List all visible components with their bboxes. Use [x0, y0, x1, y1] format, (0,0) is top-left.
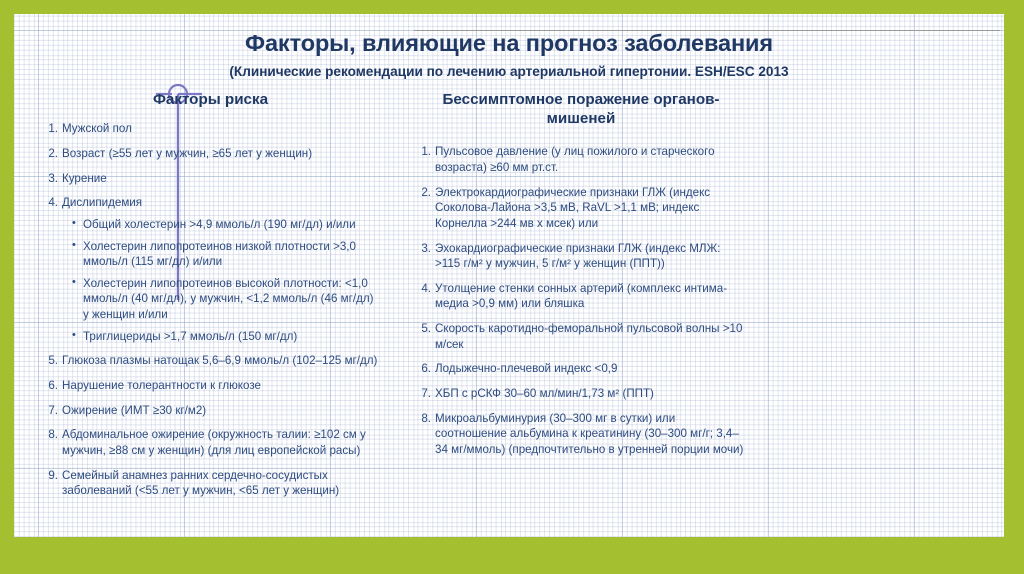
- list-item-text: Лодыжечно-плечевой индекс <0,9: [435, 362, 618, 376]
- list-item: Мужской пол: [42, 121, 379, 137]
- list-item-text: ХБП с рСКФ 30–60 мл/мин/1,73 м² (ППТ): [435, 387, 654, 401]
- target-organ-damage-list: Пульсовое давление (у лиц пожилого и ста…: [415, 144, 747, 457]
- list-item-text: Эхокардиографические признаки ГЛЖ (индек…: [435, 241, 721, 271]
- page-title: Факторы, влияющие на прогноз заболевания: [245, 30, 773, 56]
- list-item-text: Электрокардиографические признаки ГЛЖ (и…: [435, 185, 711, 230]
- risk-factors-list: Мужской пол Возраст (≥55 лет у мужчин, ≥…: [42, 121, 379, 499]
- list-item-text: Нарушение толерантности к глюкозе: [62, 379, 261, 393]
- list-item: Скорость каротидно-феморальной пульсовой…: [415, 321, 747, 352]
- list-item: Пульсовое давление (у лиц пожилого и ста…: [415, 144, 747, 175]
- sub-list-item: Триглицериды >1,7 ммоль/л (150 мг/дл): [72, 328, 379, 345]
- list-item-text: Пульсовое давление (у лиц пожилого и ста…: [435, 145, 715, 174]
- sub-list-item-text: Холестерин липопротеинов низкой плотност…: [83, 239, 356, 269]
- column-heading-risk-factors: Факторы риска: [152, 91, 269, 109]
- list-item: Курение: [42, 171, 379, 187]
- list-item-text: Микроальбуминурия (30–300 мг в сутки) ил…: [435, 411, 744, 456]
- list-item: ХБП с рСКФ 30–60 мл/мин/1,73 м² (ППТ): [415, 386, 747, 402]
- list-item-text: Глюкоза плазмы натощак 5,6–6,9 ммоль/л (…: [62, 354, 378, 368]
- columns-container: Факторы риска Мужской пол Возраст (≥55 л…: [14, 80, 1004, 508]
- list-item: Микроальбуминурия (30–300 мг в сутки) ил…: [415, 411, 747, 458]
- column-target-organ-damage: Бессимптомное поражение органов-мишеней …: [387, 90, 747, 466]
- list-item: Эхокардиографические признаки ГЛЖ (индек…: [415, 241, 747, 272]
- slide-content: Факторы, влияющие на прогноз заболевания…: [14, 14, 1004, 537]
- column-risk-factors: Факторы риска Мужской пол Возраст (≥55 л…: [42, 90, 387, 508]
- page-subtitle: (Клинические рекомендации по лечению арт…: [229, 64, 789, 80]
- list-item-text: Дислипидемия: [62, 196, 143, 210]
- list-item-text: Возраст (≥55 лет у мужчин, ≥65 лет у жен…: [62, 146, 313, 160]
- list-item: Ожирение (ИМТ ≥30 кг/м2): [42, 403, 379, 419]
- list-item: Нарушение толерантности к глюкозе: [42, 378, 379, 394]
- list-item-text: Семейный анамнез ранних сердечно-сосудис…: [62, 468, 340, 498]
- list-item: Лодыжечно-плечевой индекс <0,9: [415, 361, 747, 377]
- sub-list-item: Общий холестерин >4,9 ммоль/л (190 мг/дл…: [72, 216, 379, 233]
- column-heading-target-organ-damage: Бессимптомное поражение органов-мишеней: [442, 91, 720, 128]
- list-item-text: Абдоминальное ожирение (окружность талии…: [62, 428, 366, 457]
- sub-list-item-text: Триглицериды >1,7 ммоль/л (150 мг/дл): [83, 329, 298, 343]
- sub-list-item: Холестерин липопротеинов низкой плотност…: [72, 238, 379, 270]
- title-block: Факторы, влияющие на прогноз заболевания…: [14, 14, 1004, 80]
- list-item: Возраст (≥55 лет у мужчин, ≥65 лет у жен…: [42, 146, 379, 162]
- list-item: Абдоминальное ожирение (окружность талии…: [42, 427, 379, 458]
- list-item-text: Скорость каротидно-феморальной пульсовой…: [435, 322, 743, 351]
- list-item: Семейный анамнез ранних сердечно-сосудис…: [42, 468, 379, 499]
- sub-list-item-text: Общий холестерин >4,9 ммоль/л (190 мг/дл…: [83, 217, 356, 231]
- list-item-text: Курение: [62, 171, 107, 185]
- sub-list-item-text: Холестерин липопротеинов высокой плотнос…: [83, 276, 374, 322]
- dyslipidemia-sublist: Общий холестерин >4,9 ммоль/л (190 мг/дл…: [62, 216, 379, 345]
- list-item: Утолщение стенки сонных артерий (комплек…: [415, 281, 747, 312]
- list-item-text: Утолщение стенки сонных артерий (комплек…: [435, 281, 728, 311]
- sub-list-item: Холестерин липопротеинов высокой плотнос…: [72, 275, 379, 323]
- list-item: Глюкоза плазмы натощак 5,6–6,9 ммоль/л (…: [42, 353, 379, 369]
- top-horizontal-rule: [414, 30, 1000, 31]
- list-item-text: Ожирение (ИМТ ≥30 кг/м2): [62, 403, 207, 417]
- list-item-text: Мужской пол: [62, 122, 132, 136]
- list-item: Дислипидемия Общий холестерин >4,9 ммоль…: [42, 195, 379, 344]
- slide-page: Факторы, влияющие на прогноз заболевания…: [14, 14, 1004, 537]
- list-item: Электрокардиографические признаки ГЛЖ (и…: [415, 185, 747, 232]
